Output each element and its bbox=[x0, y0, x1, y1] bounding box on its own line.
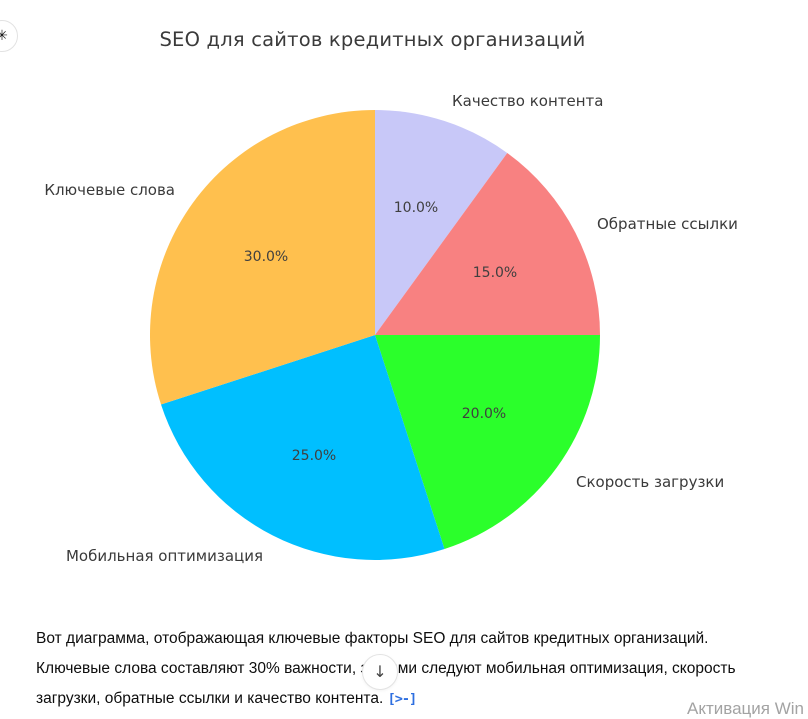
code-reference-icon[interactable]: [>-] bbox=[387, 691, 417, 707]
assistant-message: Вот диаграмма, отображающая ключевые фак… bbox=[36, 624, 780, 714]
pct-label-keywords: 30.0% bbox=[244, 249, 288, 265]
pie-slice-keywords[interactable] bbox=[149, 110, 375, 405]
pie-slice-mobile-optimization[interactable] bbox=[161, 335, 445, 560]
message-line: Вот диаграмма, отображающая ключевые фак… bbox=[36, 630, 709, 647]
assistant-logo-icon: ✳ bbox=[0, 29, 8, 43]
pct-label-content-quality: 10.0% bbox=[394, 200, 438, 216]
arrow-down-icon: ↓ bbox=[373, 662, 387, 681]
pie-slice-content-quality[interactable] bbox=[375, 110, 508, 335]
message-line: Ключевые слова составляют 30% важности, … bbox=[36, 660, 736, 677]
pie-slice-backlinks[interactable] bbox=[375, 152, 600, 335]
windows-activation-watermark: Активация Win bbox=[687, 699, 804, 718]
message-line-text: загрузки, обратные ссылки и качество кон… bbox=[36, 690, 384, 707]
pie-slice-load-speed[interactable] bbox=[375, 335, 600, 549]
slice-label-content-quality: Качество контента bbox=[452, 92, 603, 110]
pct-label-mobile-optimization: 25.0% bbox=[292, 448, 336, 464]
slice-label-keywords: Ключевые слова bbox=[44, 181, 175, 199]
slice-label-backlinks: Обратные ссылки bbox=[597, 215, 738, 233]
message-line: загрузки, обратные ссылки и качество кон… bbox=[36, 684, 780, 714]
chart-title: SEO для сайтов кредитных организаций bbox=[159, 28, 586, 51]
slice-label-load-speed: Скорость загрузки bbox=[576, 473, 724, 491]
pct-label-backlinks: 15.0% bbox=[473, 265, 517, 281]
slice-label-mobile-optimization: Мобильная оптимизация bbox=[66, 547, 263, 565]
pie-chart: 10.0% 15.0% 20.0% 25.0% 30.0% Качество к… bbox=[44, 92, 738, 565]
pct-label-load-speed: 20.0% bbox=[462, 406, 506, 422]
scroll-to-bottom-button[interactable]: ↓ bbox=[362, 654, 398, 690]
